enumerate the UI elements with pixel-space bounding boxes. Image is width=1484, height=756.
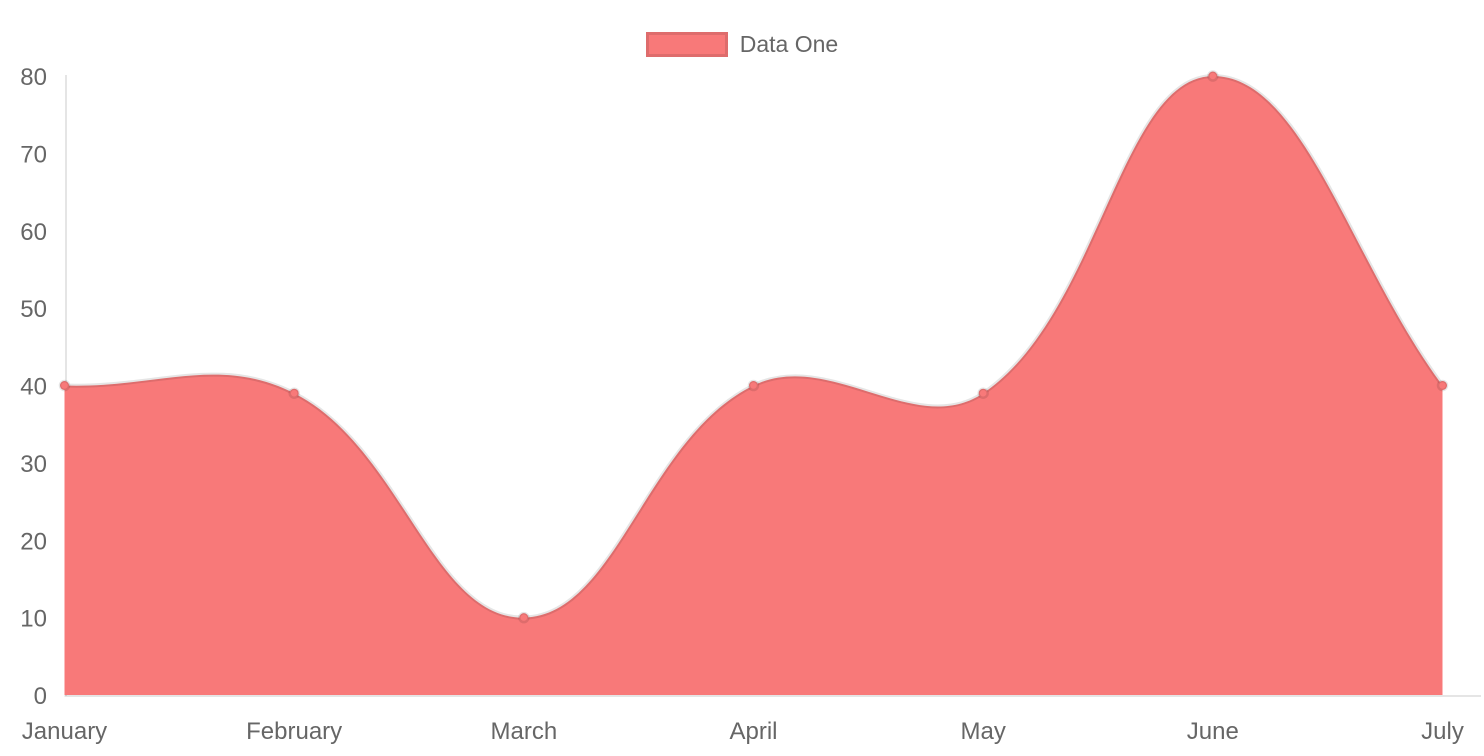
y-tick-label: 20: [20, 528, 47, 555]
data-point-february: [288, 387, 300, 399]
y-tick-label: 70: [20, 141, 47, 168]
line-stroke: [64, 73, 1445, 620]
y-tick-label: 10: [20, 606, 47, 633]
legend-item-data-one[interactable]: Data One: [645, 31, 839, 57]
y-tick-label: 60: [20, 219, 47, 246]
x-tick-label: July: [1421, 718, 1464, 745]
y-tick-label: 0: [34, 683, 47, 710]
y-tick-label: 50: [20, 296, 47, 323]
legend-label: Data One: [739, 31, 839, 57]
data-point-july: [1436, 379, 1449, 392]
x-tick-label: June: [1187, 718, 1239, 745]
x-tick-label: February: [246, 718, 342, 745]
y-tick-label: 40: [20, 374, 47, 401]
x-tick-label: May: [960, 718, 1005, 745]
x-tick-label: January: [22, 718, 107, 745]
data-point-april: [747, 379, 760, 392]
y-tick-label: 30: [20, 451, 47, 478]
x-tick-label: March: [490, 718, 557, 745]
x-tick-label: April: [729, 718, 777, 745]
data-point-january: [58, 379, 71, 392]
chart-legend: Data One: [0, 32, 1484, 57]
data-point-june: [1207, 70, 1219, 82]
data-point-may: [977, 387, 989, 399]
legend-swatch: [645, 32, 728, 57]
data-point-march: [518, 611, 530, 624]
y-tick-label: 80: [20, 64, 47, 91]
